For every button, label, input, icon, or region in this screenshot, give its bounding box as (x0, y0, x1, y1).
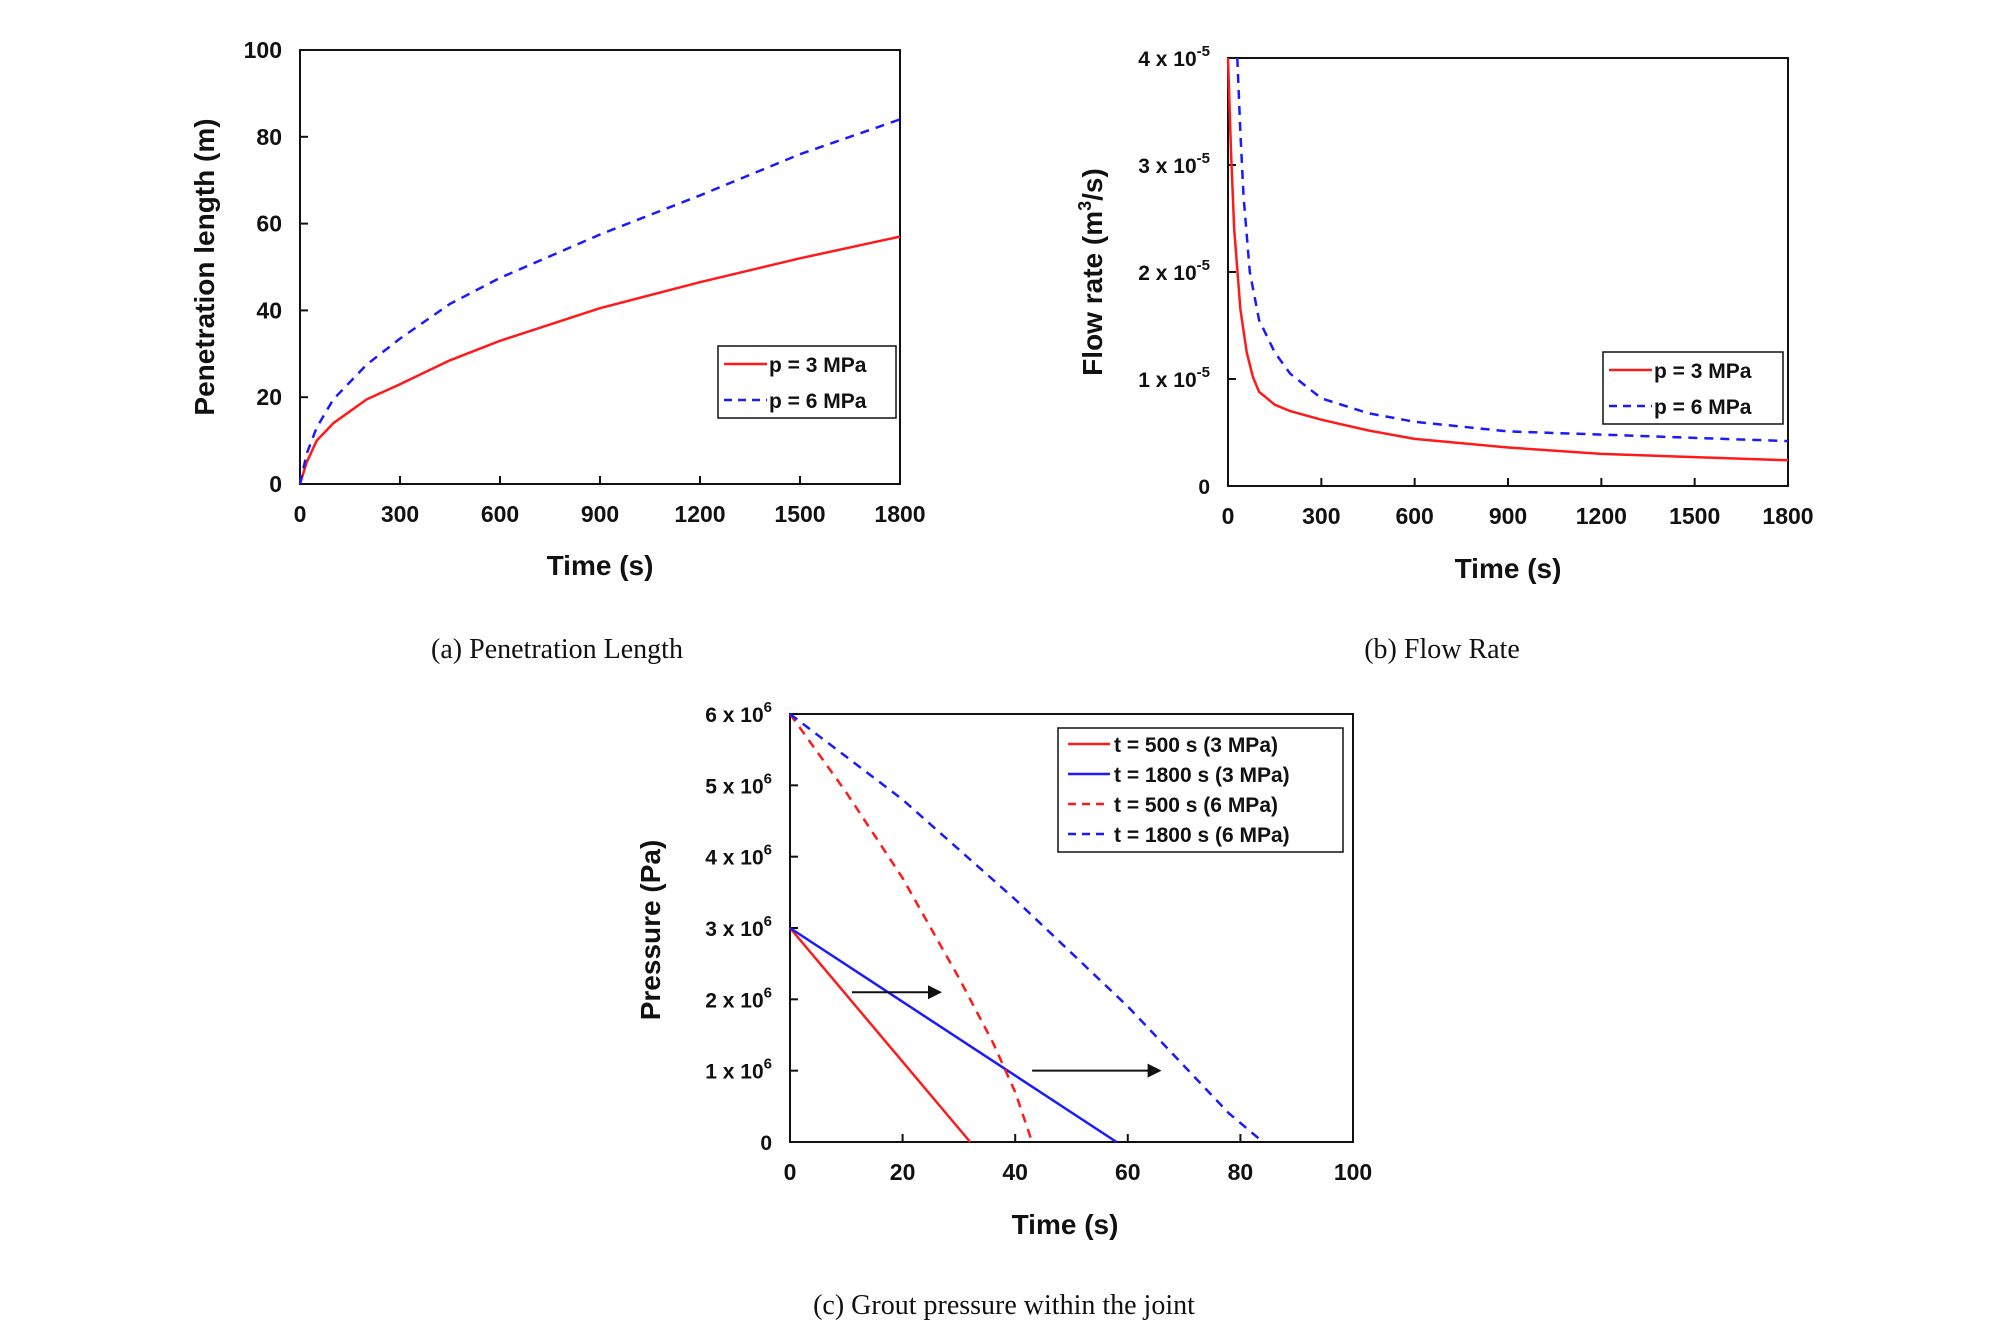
legend-label-c-0: t = 500 s (3 MPa) (1114, 734, 1278, 757)
y-tick-label: 0 (760, 1132, 772, 1155)
x-tick-label: 900 (1489, 503, 1527, 529)
x-tick-label: 100 (1334, 1159, 1372, 1185)
x-tick-label: 900 (581, 501, 619, 527)
chart-panel-a: 0 300 600 900 1200 1500 1800 0 20 40 60 80 100 Time … (189, 37, 926, 665)
y-tick-label: 0 (1198, 476, 1210, 499)
x-tick-label: 20 (890, 1159, 916, 1185)
x-tick-label: 60 (1115, 1159, 1141, 1185)
y-axis-title-c: Pressure (Pa) (635, 840, 666, 1021)
legend-b: p = 3 MPa p = 6 MPa (1602, 351, 1784, 425)
x-tick-label: 1800 (1762, 503, 1813, 529)
legend-a: p = 3 MPa p = 6 MPa (717, 345, 897, 419)
legend-box-c (1057, 727, 1344, 853)
y-tick-label: 100 (244, 37, 282, 63)
x-axis-title-a: Time (s) (547, 550, 654, 581)
x-tick-label: 1500 (1669, 503, 1720, 529)
y-axis-title-b: Flow rate (m3/s) (1075, 168, 1108, 376)
legend-label-b-0: p = 3 MPa (1654, 360, 1752, 383)
y-tick-label: 5 x 106 (705, 770, 772, 798)
legend-label-a-1: p = 6 MPa (769, 390, 867, 413)
y-tick-label: 60 (256, 211, 282, 237)
series-line-c-2 (788, 713, 1034, 1143)
y-tick-label: 40 (256, 297, 282, 323)
y-tick-label: 2 x 106 (705, 984, 772, 1012)
legend-label-c-1: t = 1800 s (3 MPa) (1114, 764, 1290, 787)
x-tick-label: 40 (1002, 1159, 1028, 1185)
y-tick-label: 6 x 106 (705, 699, 772, 727)
x-axis-title-c: Time (s) (1012, 1209, 1119, 1240)
chart-panel-c: 0 20 40 60 80 100 0 1 x 106 2 x 106 3 x 106 4 x 10… (635, 699, 1372, 1320)
y-tick-label: 4 x 106 (705, 842, 772, 870)
x-tick-label: 300 (1302, 503, 1340, 529)
legend-label-b-1: p = 6 MPa (1654, 396, 1752, 419)
y-tick-label: 4 x 10-5 (1138, 43, 1210, 71)
annotation-arrow-head (1147, 1063, 1162, 1078)
series-line-a-0 (298, 235, 901, 485)
series-line-c-3 (789, 713, 1264, 1143)
y-tick-label: 3 x 106 (705, 913, 772, 941)
x-tick-label: 600 (481, 501, 519, 527)
x-tick-label: 0 (784, 1159, 797, 1185)
x-tick-label: 600 (1395, 503, 1433, 529)
legend-c: t = 500 s (3 MPa) t = 1800 s (3 MPa) t =… (1057, 727, 1344, 853)
legend-box-b (1602, 351, 1784, 425)
plot-frame-a (299, 49, 901, 485)
y-tick-label: 1 x 106 (705, 1056, 772, 1084)
annotation-arrow-head (928, 985, 943, 1000)
series-line-c-0 (789, 927, 972, 1143)
x-tick-label: 1800 (874, 501, 925, 527)
caption-a: (a) Penetration Length (431, 634, 683, 665)
x-tick-label: 300 (381, 501, 419, 527)
legend-label-a-0: p = 3 MPa (769, 354, 867, 377)
x-tick-label: 0 (1222, 503, 1235, 529)
x-tick-label: 1200 (1576, 503, 1627, 529)
y-tick-label: 20 (256, 384, 282, 410)
x-tick-label: 80 (1228, 1159, 1254, 1185)
legend-box-a (717, 345, 897, 419)
caption-c: (c) Grout pressure within the joint (813, 1290, 1195, 1320)
legend-label-c-3: t = 1800 s (6 MPa) (1114, 824, 1290, 847)
y-tick-label: 2 x 10-5 (1138, 257, 1210, 285)
caption-b: (b) Flow Rate (1364, 634, 1520, 665)
y-axis-title-a: Penetration length (m) (189, 118, 220, 415)
series-line-b-0 (1226, 57, 1789, 462)
y-tick-label: 0 (269, 471, 282, 497)
series-line-a-1 (298, 118, 901, 485)
x-tick-label: 1200 (674, 501, 725, 527)
y-tick-label: 1 x 10-5 (1138, 364, 1210, 392)
chart-panel-b: 0 300 600 900 1200 1500 1800 0 1 x 10-5 2 x 10-5 3… (1075, 43, 1814, 665)
series-line-b-1 (1236, 57, 1789, 443)
x-tick-label: 1500 (774, 501, 825, 527)
x-tick-label: 0 (294, 501, 307, 527)
legend-label-c-2: t = 500 s (6 MPa) (1114, 794, 1278, 817)
series-line-c-1 (789, 926, 1118, 1144)
y-tick-label: 3 x 10-5 (1138, 150, 1210, 178)
y-tick-label: 80 (256, 124, 282, 150)
x-axis-title-b: Time (s) (1455, 553, 1562, 584)
